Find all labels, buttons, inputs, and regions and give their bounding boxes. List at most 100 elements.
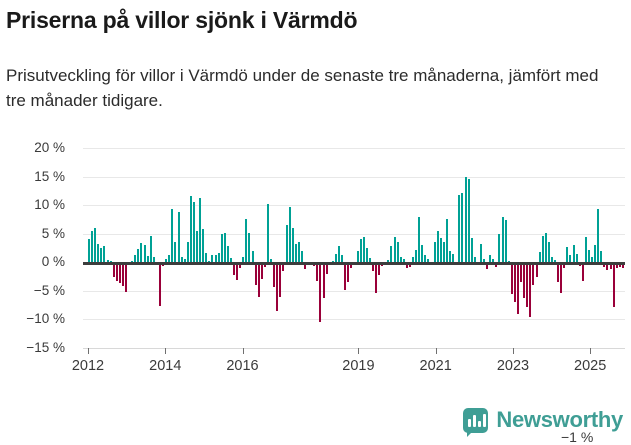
bar: [390, 246, 393, 263]
bar: [168, 255, 171, 263]
bar: [143, 245, 146, 263]
bar: [467, 178, 470, 263]
bar: [285, 225, 288, 263]
bar: [260, 262, 263, 280]
bar: [100, 248, 103, 263]
bar: [538, 252, 541, 263]
bar: [304, 262, 307, 269]
bar: [337, 246, 340, 263]
bar: [594, 245, 597, 263]
bar: [421, 245, 424, 263]
x-axis-tick-label: 2014: [149, 358, 182, 374]
bar: [584, 237, 587, 263]
bar: [371, 262, 374, 271]
x-axis-tick-label: 2019: [342, 358, 375, 374]
bar: [378, 262, 381, 275]
bar: [328, 261, 331, 263]
bar-chart-bubble-icon: [463, 407, 489, 437]
bar: [483, 259, 486, 263]
bar: [575, 254, 578, 263]
bar: [112, 262, 115, 278]
bar: [587, 249, 590, 263]
bar: [149, 236, 152, 263]
bar: [214, 255, 217, 263]
bar: [334, 253, 337, 263]
bar: [158, 262, 161, 306]
bar: [180, 256, 183, 263]
bar: [535, 262, 538, 278]
bar: [560, 262, 563, 294]
bar: [294, 244, 297, 263]
x-axis-tick: [165, 348, 167, 354]
bar: [211, 254, 214, 263]
newsworthy-logo[interactable]: Newsworthy: [463, 407, 623, 437]
bar: [91, 230, 94, 263]
bar: [566, 247, 569, 263]
bar: [399, 256, 402, 263]
bar: [547, 241, 550, 263]
bar: [146, 256, 149, 263]
x-axis-tick: [242, 348, 244, 354]
gridline: [83, 176, 625, 178]
bar: [254, 262, 257, 286]
bar: [507, 261, 510, 263]
y-axis-tick-label: 0 %: [41, 254, 65, 270]
bar: [606, 262, 609, 271]
bar: [276, 262, 279, 311]
bar: [368, 257, 371, 263]
bar: [415, 249, 418, 263]
bar: [325, 262, 328, 274]
bar: [356, 250, 359, 263]
bar: [464, 176, 467, 263]
bar: [344, 262, 347, 290]
bar: [600, 250, 603, 263]
y-axis-tick-label: −5 %: [33, 282, 65, 298]
bar: [513, 262, 516, 303]
y-axis-tick-label: −15 %: [26, 340, 65, 355]
bar: [288, 207, 291, 263]
bar-series: [88, 148, 625, 348]
bar: [282, 262, 285, 272]
bar: [439, 238, 442, 263]
bar: [458, 194, 461, 263]
bar: [526, 262, 529, 307]
bar: [427, 258, 430, 263]
bar: [516, 262, 519, 314]
bar: [424, 255, 427, 263]
bar: [131, 260, 134, 263]
bar: [118, 262, 121, 283]
bar: [554, 260, 557, 263]
bar: [88, 239, 90, 263]
chart-subtitle: Prisutveckling för villor i Värmdö under…: [6, 66, 599, 110]
bar: [183, 259, 186, 263]
y-axis-tick-label: 5 %: [41, 225, 65, 241]
x-axis: 2012 2014 2016 2019 2021 2023 2025: [0, 348, 631, 393]
bar: [208, 260, 211, 263]
bar: [402, 259, 405, 263]
bar: [115, 262, 118, 281]
bar: [233, 262, 236, 275]
bar: [273, 262, 276, 288]
bar: [97, 244, 100, 263]
gridlines: 20 % 15 % 10 % 5 % 0 % −5 % −10 % −15 %: [0, 140, 631, 355]
bar: [492, 258, 495, 263]
y-axis-tick-label: −10 %: [26, 311, 65, 327]
x-axis-tick-label: 2016: [226, 358, 259, 374]
x-axis-tick: [88, 348, 89, 354]
bar: [109, 261, 112, 263]
bar: [223, 233, 226, 263]
bar: [504, 220, 507, 263]
bar: [532, 262, 535, 286]
gridline: [83, 319, 625, 321]
bar: [498, 233, 501, 263]
bar: [359, 239, 362, 263]
bar: [205, 253, 208, 263]
bar: [597, 208, 600, 263]
bar: [591, 256, 594, 263]
bar: [609, 262, 612, 270]
bar: [436, 231, 439, 263]
x-axis-tick: [513, 348, 514, 354]
x-axis-tick-label: 2012: [71, 358, 105, 374]
chart-plot-area: 20 % 15 % 10 % 5 % 0 % −5 % −10 % −15 % −1 %: [0, 140, 631, 445]
